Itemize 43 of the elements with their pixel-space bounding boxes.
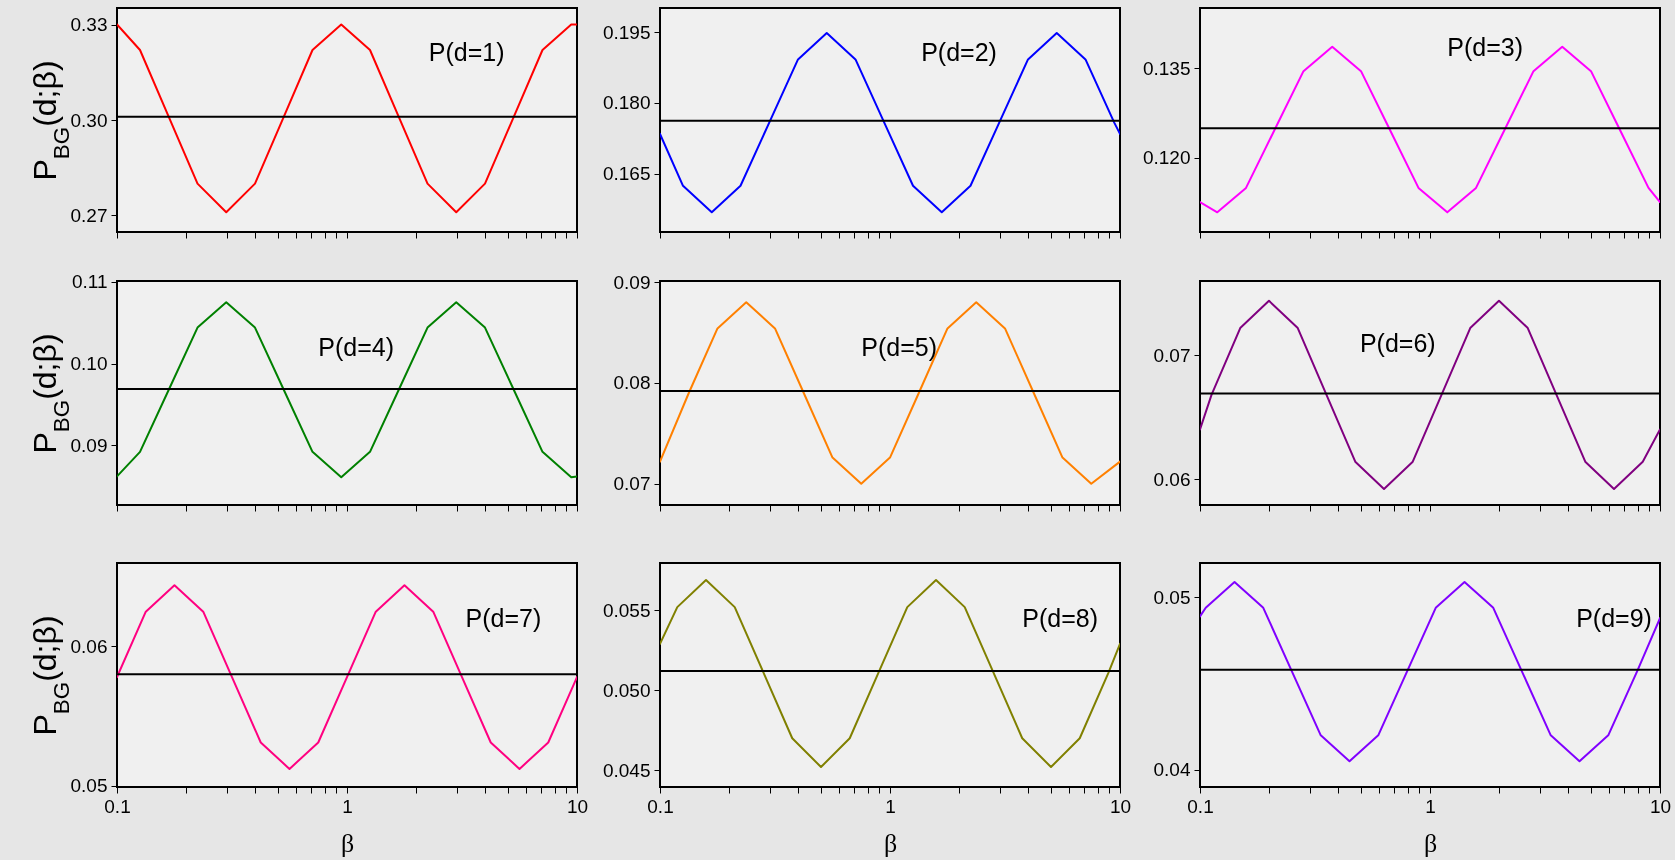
y-tick-label: 0.165 [602, 163, 651, 185]
x-tick-label: 10 [1109, 795, 1132, 817]
y-tick-label: 0.33 [70, 14, 108, 36]
annotation: P(d=7) [465, 604, 542, 632]
x-tick-label: 10 [1649, 795, 1672, 817]
annotation: P(d=2) [921, 37, 997, 66]
line-series [117, 584, 577, 770]
y-tick-label: 0.07 [1153, 344, 1191, 366]
y-tick-label: 0.135 [1142, 57, 1191, 79]
y-tick-label: 0.08 [613, 372, 651, 394]
x-axis-title: β [1423, 828, 1438, 858]
y-tick-label: 0.04 [1153, 759, 1191, 781]
y-tick-label: 0.10 [70, 353, 108, 375]
x-tick-label: 0.1 [647, 795, 674, 817]
y-tick-label: 0.05 [70, 775, 108, 797]
x-tick-label: 0.1 [1187, 795, 1214, 817]
y-tick-label: 0.045 [602, 759, 651, 781]
x-tick-label: 10 [566, 795, 589, 817]
annotation: P(d=8) [1022, 604, 1099, 632]
x-axis-title: β [340, 828, 355, 858]
y-tick-label: 0.07 [613, 473, 651, 495]
y-tick-label: 0.27 [70, 204, 108, 226]
annotation: P(d=6) [1359, 328, 1436, 357]
y-tick-label: 0.09 [613, 271, 651, 293]
annotation: P(d=5) [861, 333, 938, 362]
annotation: P(d=1) [428, 37, 505, 66]
y-tick-label: 0.195 [602, 21, 651, 43]
y-tick-label: 0.05 [1153, 586, 1191, 608]
y-tick-label: 0.050 [602, 679, 651, 701]
x-axis-title: β [883, 828, 898, 858]
x-tick-label: 1 [1425, 795, 1436, 817]
y-tick-label: 0.120 [1142, 147, 1191, 169]
annotation: P(d=9) [1576, 604, 1652, 632]
x-tick-label: 1 [885, 795, 896, 817]
line-series [660, 301, 1120, 485]
x-tick-label: 0.1 [104, 795, 131, 817]
annotation: P(d=3) [1447, 33, 1524, 62]
annotation: P(d=4) [318, 333, 395, 362]
y-tick-label: 0.180 [602, 92, 651, 114]
y-tick-label: 0.11 [71, 271, 108, 293]
y-tick-label: 0.06 [1153, 468, 1191, 490]
x-tick-label: 1 [342, 795, 353, 817]
y-tick-label: 0.055 [602, 599, 651, 621]
